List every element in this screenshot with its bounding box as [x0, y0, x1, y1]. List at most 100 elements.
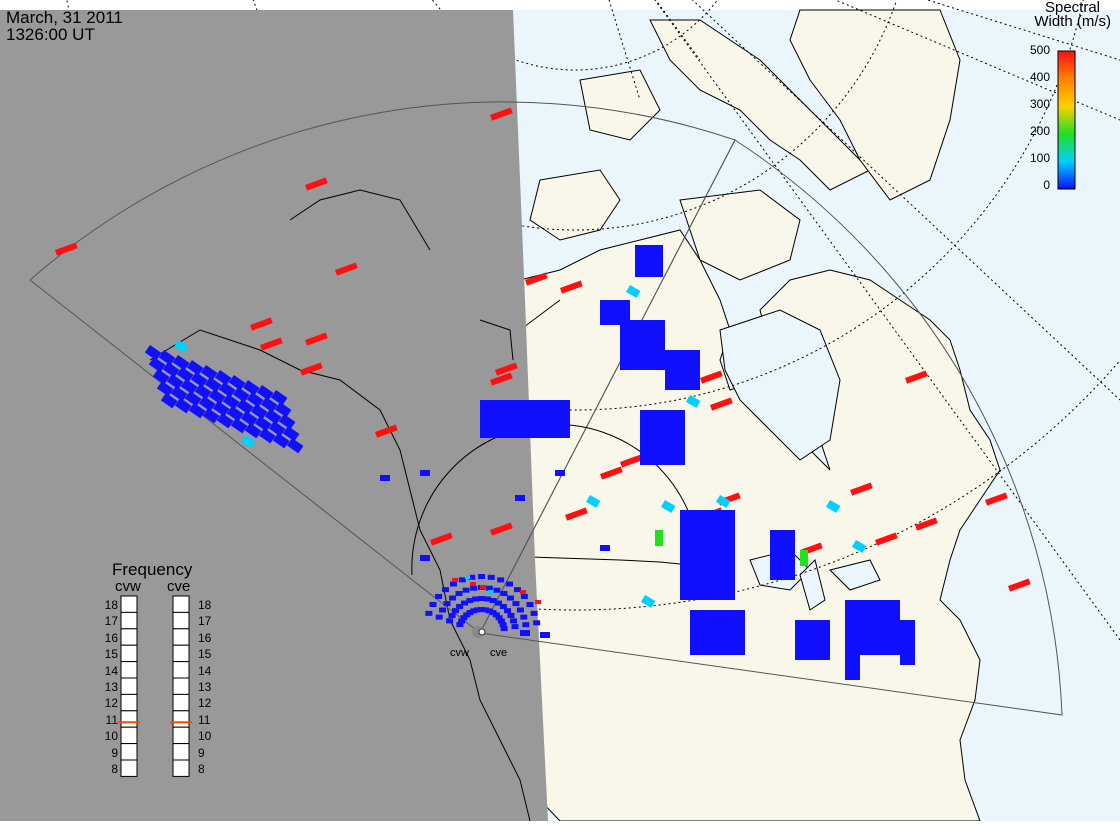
scatter-cell [826, 500, 841, 513]
frequency-radar-cvw: cvw [115, 578, 141, 595]
scatter-cell [494, 362, 518, 376]
scatter-cell [850, 482, 873, 496]
scatter-cell [425, 610, 433, 616]
scatter-cell [483, 596, 491, 602]
colorbar-tick-300: 300 [1029, 97, 1050, 111]
scatter-cell [335, 262, 358, 276]
scatter-cell [305, 177, 328, 191]
scatter-cell [600, 466, 623, 480]
island-arctic-1 [529, 169, 621, 241]
scatter-cell [914, 517, 938, 531]
scatter-cell [174, 398, 192, 414]
frequency-scale-label: 15 [104, 647, 118, 662]
scatter-cell [626, 285, 641, 298]
scatter-cell [214, 370, 232, 386]
scatter-cell [430, 532, 453, 546]
frequency-scale-label: 10 [104, 729, 118, 744]
scatter-cell [246, 392, 264, 408]
colorbar-gradient [1057, 50, 1076, 190]
frequency-box [172, 710, 190, 728]
scatter-cell [148, 356, 166, 373]
scatter-cell [241, 435, 256, 448]
scatter-cell [466, 598, 474, 604]
frequency-scale-label: 15 [198, 647, 212, 662]
frequency-scale-label: 18 [104, 598, 118, 612]
scatter-cell [230, 418, 248, 434]
scatter-cell [466, 610, 474, 616]
scatter-cell [194, 384, 212, 400]
scatter-cell [600, 545, 610, 551]
scatter-cell [435, 594, 443, 600]
frequency-scale-label: 14 [198, 663, 212, 678]
scatter-cell [202, 407, 220, 424]
scatter-cell [254, 415, 272, 432]
scatter-cell [686, 395, 701, 408]
frequency-scale-label: 14 [104, 663, 118, 678]
frequency-box [172, 693, 190, 712]
scatter-cell [661, 500, 676, 513]
frequency-scale-label: 9 [198, 745, 205, 760]
frequency-box [120, 628, 138, 646]
frequency-box [172, 661, 190, 679]
scatter-cell [204, 376, 222, 393]
scatter-cell [500, 591, 508, 597]
scatter-cell [55, 242, 78, 256]
scatter-cell [506, 595, 514, 601]
scatter-cell [160, 392, 178, 409]
frequency-box [120, 759, 138, 777]
scatter-cell [162, 362, 180, 378]
scatter-cell [180, 378, 198, 395]
scatter-cell [984, 492, 1008, 506]
scatter-cell [499, 603, 507, 609]
scatter-cell [305, 332, 328, 346]
island-greenland [789, 9, 961, 201]
scatter-cell [485, 608, 493, 614]
scatter-cell [448, 613, 456, 618]
frequency-boxes [120, 595, 190, 777]
scatter-cell [435, 614, 443, 620]
frequency-box [172, 759, 190, 777]
scatter-cell [525, 272, 548, 286]
scatter-cell [286, 438, 304, 454]
frequency-scale-label: 17 [198, 614, 212, 629]
scatter-cell [452, 578, 458, 582]
scatter-cell [520, 594, 528, 600]
scatter-cell [700, 370, 723, 384]
scatter-cell [208, 389, 226, 405]
scatter-cell [152, 368, 170, 385]
scatter-cell [499, 622, 507, 628]
scatter-cell [420, 555, 430, 561]
scatter-cell [260, 397, 278, 413]
scatter-cell [451, 608, 459, 614]
scatter-cell [190, 371, 208, 388]
scatter-cell [795, 620, 830, 660]
scatter-cell [250, 403, 268, 420]
frequency-scale-label: 17 [104, 614, 118, 629]
scatter-cell [472, 596, 480, 602]
scatter-cell [511, 624, 519, 630]
radar-scatter [55, 107, 1031, 680]
scatter-cell [512, 601, 520, 607]
scatter-cell [852, 539, 867, 553]
scatter-cell [455, 591, 463, 597]
scatter-cell [156, 381, 174, 397]
scatter-cell [716, 495, 731, 508]
frequency-title: Frequency [112, 560, 193, 579]
frequency-box [120, 661, 138, 679]
scatter-cell [172, 354, 190, 371]
scatter-cell [470, 582, 476, 586]
frequency-radar-cve: cve [167, 578, 191, 595]
scatter-cell [174, 340, 189, 353]
radar-site-cve [478, 628, 486, 636]
scatter-cell [170, 386, 188, 402]
scatter-cell [478, 607, 485, 612]
frequency-scale-label: 18 [198, 598, 212, 612]
frequency-scale-label: 10 [198, 729, 212, 744]
scatter-cell [222, 393, 240, 410]
scatter-cell [480, 585, 486, 589]
scatter-cell [620, 454, 643, 468]
scatter-cell [506, 581, 513, 587]
scatter-cell [144, 345, 162, 361]
scatter-cell [487, 574, 495, 580]
